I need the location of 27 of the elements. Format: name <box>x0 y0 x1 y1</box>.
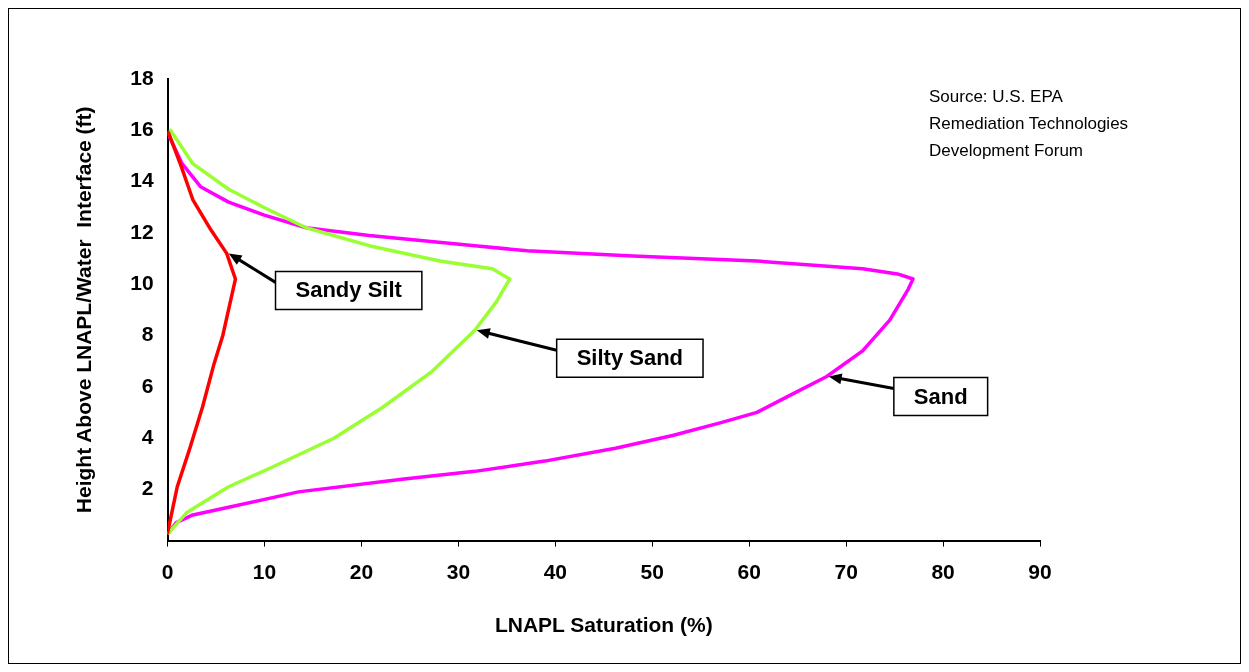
y-tick-label: 16 <box>130 117 154 141</box>
y-axis-title: Height Above LNAPL/Water Interface (ft) <box>72 106 96 514</box>
x-tick-label: 60 <box>737 560 761 583</box>
x-tick-label: 30 <box>446 560 471 583</box>
y-tick-label: 14 <box>130 168 154 192</box>
y-tick-label: 8 <box>141 322 154 346</box>
x-tick-label: 40 <box>543 560 567 583</box>
annotation: Source: U.S. EPA <box>929 87 1064 107</box>
x-tick-label: 80 <box>931 560 955 583</box>
text: Sandy Silt <box>295 277 403 303</box>
x-axis-title: LNAPL Saturation (%) <box>494 613 713 637</box>
y-tick-label: 4 <box>141 424 154 448</box>
annotation: Development Forum <box>929 141 1084 161</box>
x-tick-label: 70 <box>834 560 858 583</box>
y-tick-label: 10 <box>130 270 154 294</box>
x-tick-label: 0 <box>161 560 174 583</box>
y-tick-label: 6 <box>141 373 154 397</box>
text: Sand <box>913 383 968 409</box>
y-tick-label: 18 <box>130 65 154 89</box>
x-tick-label: 20 <box>349 560 374 583</box>
x-tick-label: 10 <box>252 560 277 583</box>
x-tick-label: 50 <box>640 560 664 583</box>
y-tick-label: 12 <box>130 219 154 243</box>
y-tick-label: 2 <box>141 476 154 500</box>
annotation: Remediation Technologies <box>929 114 1129 134</box>
text: Silty Sand <box>576 345 684 371</box>
x-tick-label: 90 <box>1028 560 1052 583</box>
